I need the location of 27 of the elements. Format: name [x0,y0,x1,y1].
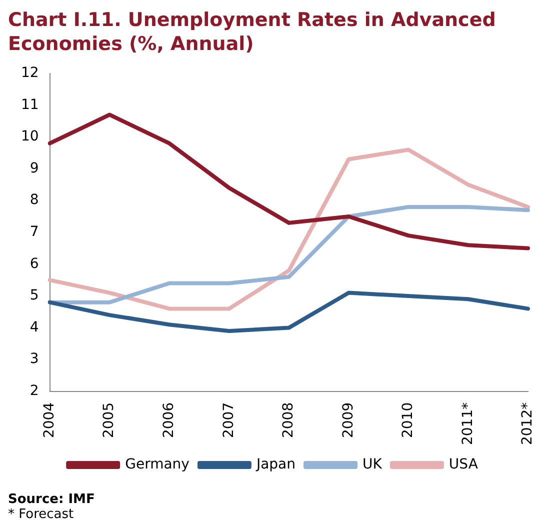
y-tick-label: 8 [30,192,39,208]
legend-label: Japan [255,456,296,473]
legend-label: USA [448,456,478,473]
y-tick-label: 5 [30,288,39,304]
y-tick-label: 12 [20,65,39,82]
x-tick-label: 2009 [340,402,356,438]
legend-label: Germany [125,456,190,473]
chart-title: Chart I.11. Unemployment Rates in Advanced Economies (%, Annual) [8,8,497,56]
x-tick-label: 2005 [101,402,118,438]
y-tick-label: 7 [30,224,39,240]
text: * Forecast [8,507,75,522]
x-tick-label: 2012* [520,402,536,446]
x-tick-label: 2006 [161,402,177,438]
y-tick-label: 9 [30,160,39,176]
y-tick-label: 10 [20,128,39,145]
x-tick-label: 2010 [400,402,416,438]
y-tick-label: 4 [30,319,39,336]
x-tick-label: 2004 [41,402,58,438]
source-note: Source: IMF [8,492,96,507]
x-tick-label: 2011* [460,402,476,446]
legend-label: UK [362,456,383,473]
y-tick-label: 6 [30,256,39,272]
y-tick-label: 3 [30,351,39,368]
y-tick-label: 2 [30,383,39,400]
y-tick-label: 11 [20,96,39,113]
x-tick-label: 2007 [220,402,237,438]
x-tick-label: 2008 [280,402,297,438]
